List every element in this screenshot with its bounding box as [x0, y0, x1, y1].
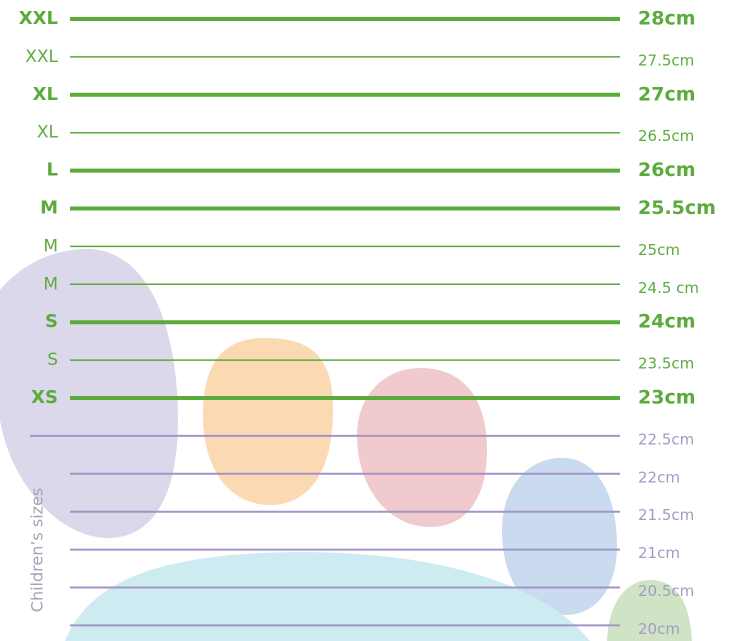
foot-length: 22.5cm	[638, 430, 694, 448]
adult-size-label: S	[45, 311, 58, 332]
foot-length: 28cm	[638, 8, 696, 30]
size-chart: Children’s sizes XXL 28cm XXL 27.5cm XL 27cm X…	[0, 0, 743, 641]
foot-length: 23cm	[638, 387, 696, 409]
foot-length: 20cm	[638, 620, 680, 638]
adult-size-label: XL	[33, 84, 58, 105]
adult-size-label: S	[47, 350, 58, 370]
adult-size-label: L	[47, 160, 58, 181]
orange-blob	[203, 338, 333, 505]
foot-length: 26cm	[638, 159, 696, 181]
adult-size-label: XS	[31, 387, 58, 408]
foot-length: 24cm	[638, 311, 696, 333]
foot-length: 23.5cm	[638, 355, 694, 373]
foot-length: 25.5cm	[638, 197, 716, 219]
foot-length: 25cm	[638, 241, 680, 259]
adult-size-label: M	[40, 198, 58, 219]
foot-length: 26.5cm	[638, 127, 694, 145]
children-label: Children’s sizes	[28, 488, 47, 612]
adult-size-label: M	[43, 236, 58, 256]
adult-size-label: XXL	[19, 8, 58, 29]
foot-length: 20.5cm	[638, 582, 694, 600]
foot-length: 24.5 cm	[638, 279, 699, 297]
background-shapes	[0, 249, 692, 641]
foot-length: 27cm	[638, 83, 696, 105]
foot-length: 21cm	[638, 544, 680, 562]
foot-length: 27.5cm	[638, 51, 694, 69]
adult-size-label: M	[43, 274, 58, 294]
adult-size-label: XL	[37, 123, 59, 143]
pink-blob	[357, 368, 487, 527]
foot-length: 21.5cm	[638, 506, 694, 524]
foot-length: 22cm	[638, 468, 680, 486]
adult-size-label: XXL	[25, 47, 58, 67]
